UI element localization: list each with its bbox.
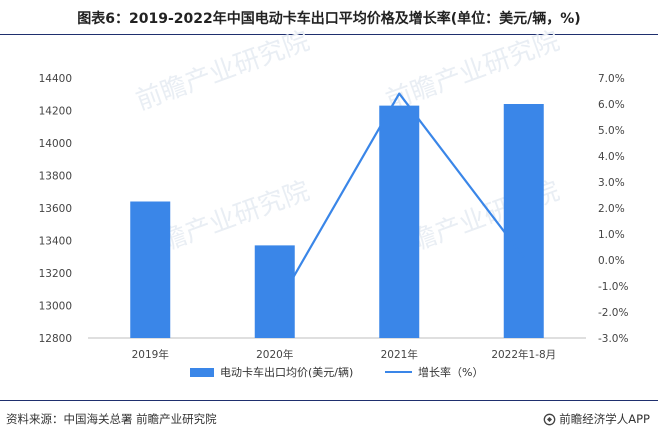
- bar: [130, 201, 171, 338]
- source-note: 资料来源：中国海关总署 前瞻产业研究院: [6, 412, 217, 426]
- y-left-tick-label: 14200: [39, 106, 72, 118]
- y-right-tick-label: 4.0%: [598, 151, 625, 163]
- legend-label-line: 增长率（%）: [418, 365, 483, 379]
- y-right-tick-label: 7.0%: [598, 73, 625, 85]
- y-left-tick-label: 13800: [39, 171, 72, 183]
- y-right-tick-label: 3.0%: [598, 177, 625, 189]
- watermark-text: 前瞻产业研究院: [132, 26, 313, 116]
- x-tick-label: 2022年1-8月: [491, 348, 556, 361]
- y-left-tick-label: 13400: [39, 236, 72, 248]
- y-right-tick-label: 2.0%: [598, 203, 625, 215]
- x-tick-label: 2021年: [381, 348, 418, 361]
- y-right-tick-label: -3.0%: [598, 333, 628, 345]
- legend-swatch-bar: [190, 368, 214, 377]
- y-left-tick-label: 12800: [39, 333, 72, 345]
- footer-rule: [0, 400, 658, 401]
- chart-title: 图表6：2019-2022年中国电动卡车出口平均价格及增长率(单位：美元/辆，%…: [77, 11, 581, 27]
- x-tick-label: 2020年: [256, 348, 293, 361]
- y-left-tick-label: 13600: [39, 203, 72, 215]
- y-right-tick-label: 5.0%: [598, 125, 625, 137]
- brand-logo-icon: [543, 413, 556, 426]
- y-right-tick-label: 0.0%: [598, 255, 625, 267]
- y-left-tick-label: 14400: [39, 73, 72, 85]
- brand-credit[interactable]: 前瞻经济学人APP: [543, 411, 650, 427]
- brand-label: 前瞻经济学人APP: [559, 412, 650, 426]
- y-right-tick-label: 1.0%: [598, 229, 625, 241]
- y-left-tick-label: 13000: [39, 301, 72, 313]
- y-right-tick-label: -2.0%: [598, 307, 628, 319]
- y-left-tick-label: 14000: [39, 138, 72, 150]
- bar: [379, 105, 420, 338]
- bar: [254, 245, 295, 338]
- x-tick-label: 2019年: [132, 348, 169, 361]
- y-right-tick-label: 6.0%: [598, 99, 625, 111]
- y-left-tick-label: 13200: [39, 268, 72, 280]
- watermark-text: 前瞻产业研究院: [382, 26, 563, 116]
- legend-label-bar: 电动卡车出口均价(美元/辆): [220, 365, 353, 379]
- y-right-tick-label: -1.0%: [598, 281, 628, 293]
- title-rule: [0, 34, 658, 35]
- bar: [503, 104, 544, 338]
